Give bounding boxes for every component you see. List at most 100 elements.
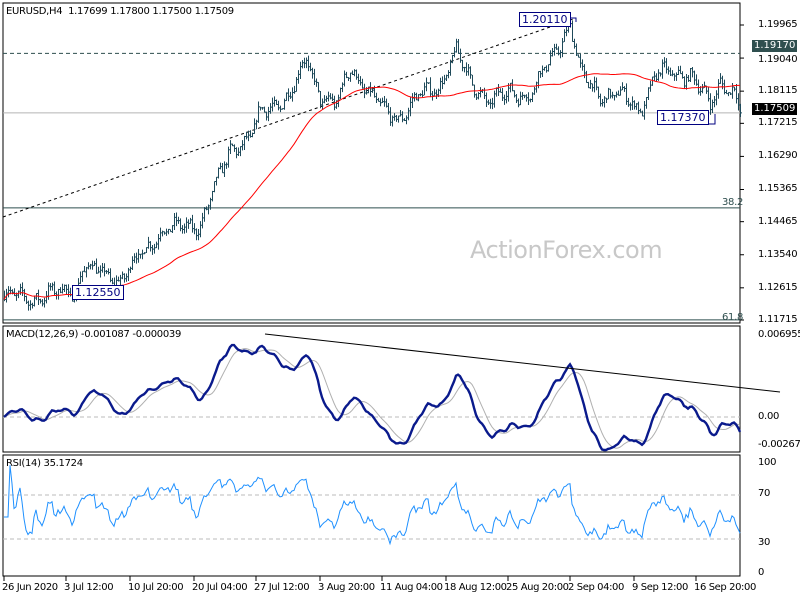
price-bar (342, 82, 344, 93)
price-axis-tick: 1.18115 (758, 85, 798, 97)
price-bar (378, 97, 380, 102)
price-bar (26, 295, 28, 304)
price-bar (244, 135, 246, 150)
price-bar (590, 79, 592, 89)
price-bar (348, 77, 350, 81)
price-bar (370, 82, 372, 97)
recent-low-annotation: 1.17370 (657, 110, 709, 125)
price-bar (218, 167, 220, 179)
price-bar (108, 268, 110, 275)
price-bar (476, 93, 478, 100)
price-bar (736, 84, 738, 104)
macd-tick-max: 0.006955 (758, 329, 800, 340)
price-bar (452, 54, 454, 64)
price-bar (184, 223, 186, 234)
macd-tick-zero: 0.00 (758, 411, 780, 422)
price-bar (34, 295, 36, 307)
price-axis-tick: 1.15365 (758, 183, 798, 195)
price-bar (380, 98, 382, 107)
price-bar (52, 282, 54, 291)
price-bar (510, 82, 512, 93)
price-bar (504, 94, 506, 105)
price-bar (716, 90, 718, 106)
price-bar (712, 99, 714, 114)
price-bar (102, 263, 104, 273)
price-axis-tick: 1.14465 (758, 215, 798, 227)
price-bar (332, 93, 334, 102)
price-bar (64, 284, 66, 293)
price-bar (562, 38, 564, 58)
price-bar (202, 212, 204, 229)
price-bar (148, 236, 150, 249)
low-value: 1.17500 (152, 6, 192, 17)
price-bar (428, 82, 430, 84)
price-bar (96, 258, 98, 274)
price-bar (222, 162, 224, 174)
rsi-tick-100: 100 (758, 457, 777, 468)
price-bar (280, 105, 282, 113)
time-axis-label: 11 Aug 04:00 (380, 582, 443, 593)
price-bar (554, 43, 556, 56)
price-bar (644, 101, 646, 120)
time-axis-label: 2 Sep 04:00 (568, 582, 624, 593)
price-bar (486, 92, 488, 107)
price-bar (408, 107, 410, 121)
price-bar (596, 77, 598, 91)
price-bar (606, 97, 608, 103)
price-bar (664, 57, 666, 68)
price-bar (558, 46, 560, 56)
price-bar (248, 130, 250, 142)
price-bar (24, 288, 26, 302)
price-bar (490, 98, 492, 109)
price-bar (440, 77, 442, 94)
price-bar (436, 89, 438, 100)
price-bar (668, 66, 670, 75)
price-bar (702, 84, 704, 94)
price-bar (150, 241, 152, 252)
price-bar (94, 260, 96, 266)
price-bar (642, 110, 644, 117)
price-bar (600, 93, 602, 107)
time-axis-label: 20 Jul 04:00 (192, 582, 248, 593)
price-bar (144, 252, 146, 255)
price-bar (290, 91, 292, 99)
price-bar (274, 96, 276, 107)
price-bar (262, 107, 264, 110)
price-bar (472, 74, 474, 86)
price-bar (124, 273, 126, 283)
price-bar (120, 274, 122, 286)
price-bar (340, 87, 342, 100)
price-bar (400, 109, 402, 117)
price-bar (356, 69, 358, 80)
price-bar (230, 140, 232, 155)
price-bar (626, 83, 628, 105)
price-bar (200, 221, 202, 238)
price-bar (178, 216, 180, 224)
price-bar (530, 98, 532, 103)
price-bar (632, 96, 634, 110)
price-bar (518, 98, 520, 108)
price-bar (100, 265, 102, 278)
price-bar (422, 90, 424, 97)
price-bar (432, 91, 434, 101)
chart-header: EURUSD,H4 1.17699 1.17800 1.17500 1.1750… (6, 6, 234, 18)
price-bar (710, 93, 712, 115)
price-bar (740, 103, 742, 118)
price-bar (234, 144, 236, 152)
rsi-label: RSI(14) 35.1724 (6, 458, 83, 469)
price-bar (132, 256, 134, 271)
price-bar (318, 82, 320, 93)
price-bar (304, 57, 306, 69)
fib-382-label: 38.2 (722, 197, 744, 208)
close-value: 1.17509 (194, 6, 235, 17)
time-axis-label: 3 Aug 20:00 (318, 582, 375, 593)
price-bar (284, 98, 286, 110)
price-bar (586, 70, 588, 83)
price-bar (188, 219, 190, 229)
macd-tick-min: -0.002676 (758, 439, 800, 450)
price-bar (268, 106, 270, 122)
price-bar (300, 61, 302, 80)
price-bar (468, 63, 470, 76)
macd-main-line (3, 343, 742, 452)
price-bar (614, 95, 616, 101)
